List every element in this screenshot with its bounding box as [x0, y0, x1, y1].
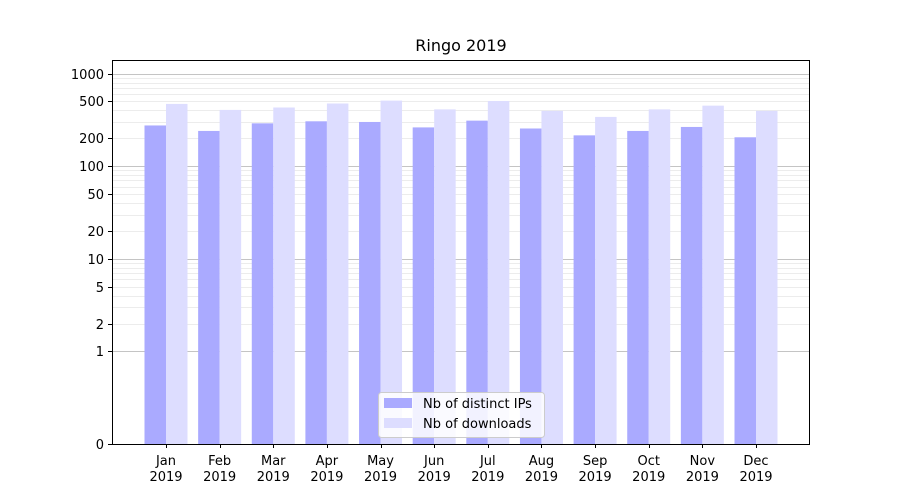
- x-tick-label-month: Feb: [208, 454, 231, 469]
- x-tick-label-year: 2019: [364, 470, 397, 485]
- x-tick-label-month: Aug: [529, 454, 554, 469]
- bar-distinct-ips: [573, 135, 596, 445]
- x-tick-label-year: 2019: [203, 470, 236, 485]
- bar-downloads: [380, 100, 403, 444]
- x-tick-label-year: 2019: [257, 470, 290, 485]
- x-axis: Jan2019Feb2019Mar2019Apr2019May2019Jun20…: [149, 444, 773, 485]
- bar-distinct-ips: [144, 125, 166, 444]
- bar-distinct-ips: [680, 126, 703, 444]
- legend-swatch-downloads: [384, 418, 412, 428]
- x-tick-label-year: 2019: [418, 470, 451, 485]
- bar-distinct-ips: [627, 130, 649, 444]
- x-tick-label-month: Apr: [316, 454, 339, 469]
- legend-label-distinct-ips: Nb of distinct IPs: [423, 397, 532, 412]
- legend-box: [378, 392, 545, 438]
- bar-downloads: [648, 109, 671, 445]
- y-tick-label: 50: [87, 188, 104, 203]
- x-tick-label-month: Oct: [637, 454, 659, 469]
- y-tick-label: 1000: [71, 68, 104, 83]
- bar-downloads: [541, 110, 563, 444]
- y-tick-label: 2: [96, 318, 104, 333]
- y-tick-label: 100: [79, 160, 104, 175]
- x-tick-label-year: 2019: [525, 470, 558, 485]
- y-tick-label: 200: [79, 132, 104, 147]
- x-tick-label-year: 2019: [632, 470, 665, 485]
- x-tick-label-year: 2019: [579, 470, 612, 485]
- bar-distinct-ips: [251, 123, 274, 444]
- legend-swatch-distinct-ips: [384, 398, 412, 408]
- x-tick-label-year: 2019: [471, 470, 504, 485]
- x-tick-label-year: 2019: [310, 470, 343, 485]
- bar-downloads: [595, 116, 617, 444]
- x-tick-label-month: Jul: [479, 454, 496, 469]
- bar-distinct-ips: [519, 128, 542, 445]
- bar-downloads: [166, 103, 188, 445]
- y-tick-label: 0: [96, 438, 104, 453]
- bar-downloads: [434, 109, 456, 445]
- x-tick-label-month: Jan: [155, 454, 176, 469]
- y-axis: 0 1 2 5 10 20 50 100 200 500 1000: [71, 68, 112, 453]
- x-tick-label-month: Nov: [690, 454, 716, 469]
- bar-downloads: [756, 110, 778, 444]
- y-tick-label: 5: [96, 281, 104, 296]
- x-tick-label-month: Jun: [423, 454, 444, 469]
- bar-downloads: [219, 109, 242, 445]
- x-tick-label-year: 2019: [149, 470, 182, 485]
- legend-label-downloads: Nb of downloads: [423, 417, 532, 432]
- bar-distinct-ips: [466, 120, 488, 445]
- bar-distinct-ips: [412, 127, 435, 445]
- bar-distinct-ips: [734, 137, 756, 444]
- x-tick-label-year: 2019: [739, 470, 772, 485]
- legend: Nb of distinct IPs Nb of downloads: [378, 392, 545, 438]
- y-tick-label: 500: [79, 95, 104, 110]
- chart-title: Ringo 2019: [415, 36, 506, 55]
- y-tick-label: 1: [96, 345, 104, 360]
- x-tick-label-year: 2019: [686, 470, 719, 485]
- bar-distinct-ips: [359, 121, 381, 444]
- bars-layer: [144, 100, 778, 445]
- plot-frame: [112, 60, 810, 445]
- y-tick-label: 10: [87, 253, 104, 268]
- x-tick-label-month: Mar: [261, 454, 286, 469]
- y-tick-label: 20: [87, 225, 104, 240]
- bar-downloads: [487, 101, 510, 445]
- bar-downloads: [702, 105, 724, 444]
- bar-downloads: [326, 103, 349, 444]
- x-tick-label-month: Sep: [583, 454, 608, 469]
- bar-downloads: [273, 107, 295, 445]
- x-tick-label-month: Dec: [743, 454, 768, 469]
- x-tick-label-month: May: [367, 454, 394, 469]
- bar-distinct-ips: [198, 130, 220, 444]
- bar-distinct-ips: [305, 121, 327, 444]
